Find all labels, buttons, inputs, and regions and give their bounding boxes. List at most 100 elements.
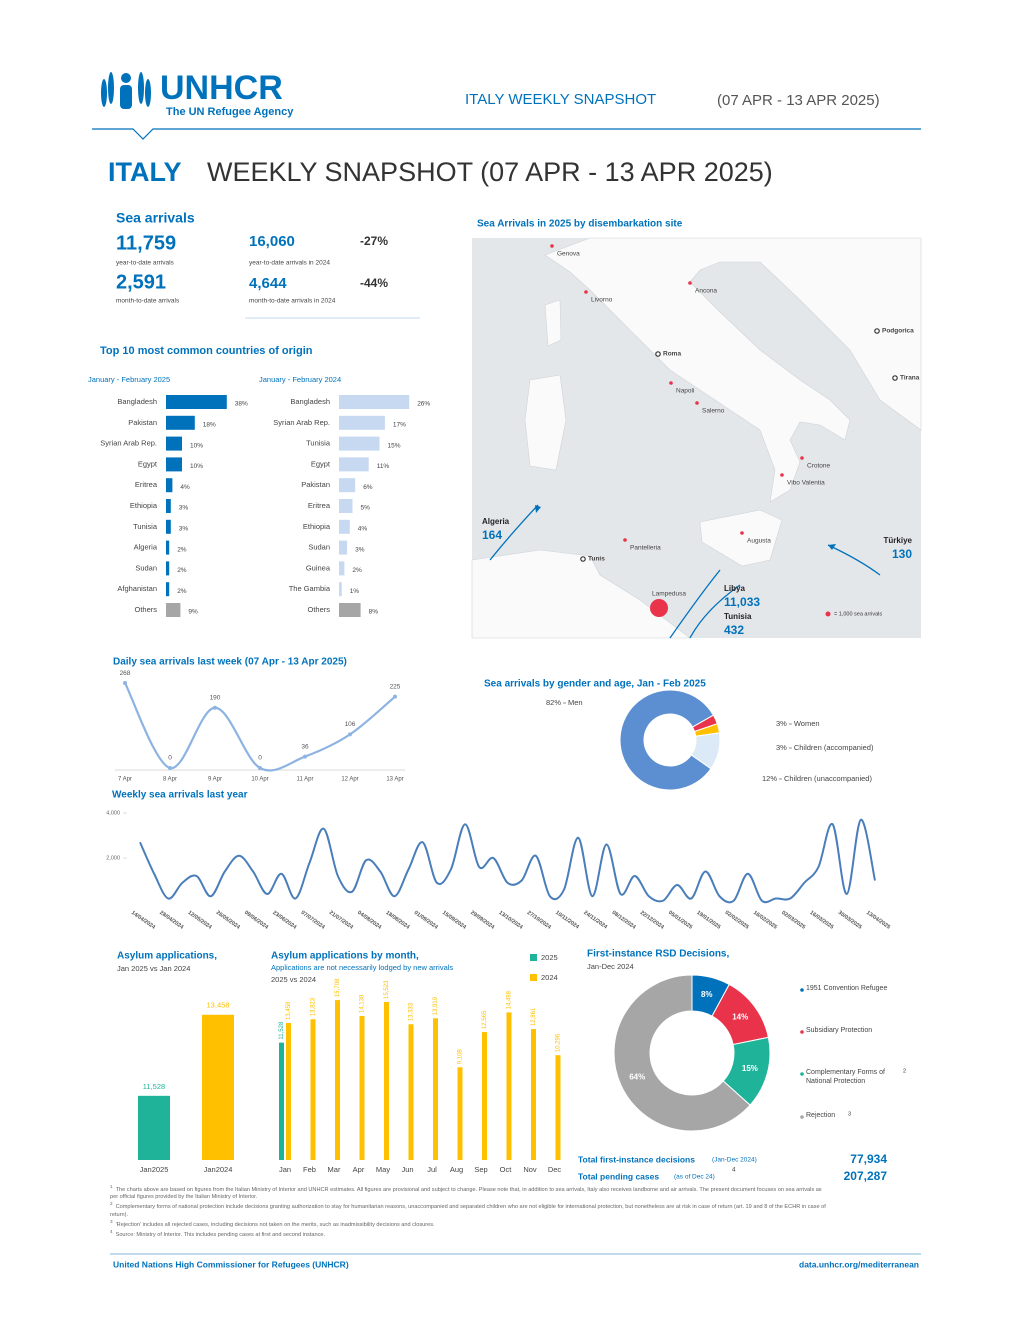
point: [168, 766, 172, 770]
value-label: 11%: [377, 463, 390, 470]
x-tick-label: 12/05/2024: [187, 910, 214, 931]
place-label: Ancona: [695, 288, 717, 295]
route-name: Algeria: [482, 517, 510, 526]
category-label: Tunisia: [306, 439, 331, 448]
bar: [166, 540, 170, 555]
x-tick-label: 08/12/2024: [611, 910, 638, 931]
kpi-value: 11,759: [116, 232, 176, 254]
chart-subtitle: Jan-Dec 2024: [587, 962, 634, 971]
x-tick-label: 18/08/2024: [384, 910, 411, 931]
point: [303, 754, 307, 759]
x-tick-label: 7 Apr: [118, 777, 132, 783]
bar: [339, 561, 345, 576]
value-label: 12,565: [482, 1010, 488, 1029]
bar: [166, 457, 182, 472]
kpi-change: -27%: [360, 234, 388, 248]
x-tick-label: Apr: [353, 1165, 365, 1174]
value-label: 4%: [180, 484, 190, 491]
point: [123, 681, 127, 686]
bar: [166, 499, 171, 513]
category-label: Egypt: [138, 459, 158, 468]
point: [258, 766, 262, 770]
x-tick-label: Dec: [548, 1165, 562, 1174]
bar: [166, 478, 173, 493]
value-label: 6%: [363, 484, 373, 491]
point: [348, 732, 352, 737]
chart-title: Weekly sea arrivals last year: [112, 790, 248, 801]
slice-label: 15%: [742, 1064, 758, 1073]
site-marker: [584, 290, 588, 294]
value-label: 2%: [177, 546, 187, 553]
category-label: Children (accompanied): [794, 743, 874, 752]
place-label: Pantelleria: [630, 545, 661, 552]
legend-marker: [825, 611, 831, 617]
kpi-label: month-to-date arrivals: [116, 298, 180, 305]
bar: [339, 457, 369, 472]
bar: [166, 415, 195, 430]
x-tick-label: 13/10/2024: [498, 910, 525, 931]
site-marker: [650, 599, 668, 617]
kpi-label: month-to-date arrivals in 2024: [249, 298, 336, 305]
value-label: 3%: [179, 505, 189, 512]
banner-dates: (07 APR - 13 APR 2025): [717, 92, 880, 109]
category-label: Others: [134, 605, 157, 614]
value-label: 5%: [361, 505, 371, 512]
bar: [506, 1012, 512, 1160]
footnote-text: 'Rejection' includes all rejected cases,…: [115, 1221, 435, 1228]
bar: [555, 1055, 561, 1160]
value-label: 3%: [776, 743, 787, 752]
place-label: Salerno: [702, 408, 725, 415]
x-tick-label: Jul: [427, 1165, 437, 1174]
bar: [166, 436, 182, 451]
footnote-marker: 3: [110, 1218, 113, 1224]
kpi-value: 2,591: [116, 271, 166, 293]
legend-marker: [800, 1072, 804, 1076]
value-label: 11,528: [143, 1082, 165, 1091]
place-label: Roma: [663, 351, 681, 358]
footnote-marker: 2: [110, 1201, 113, 1207]
capital-marker: [874, 328, 880, 334]
bar: [339, 395, 410, 409]
x-tick-label: Aug: [450, 1165, 463, 1174]
value-label: 14,498: [507, 990, 513, 1009]
kpi-change: -44%: [360, 276, 388, 290]
kpi-label: year-to-date arrivals: [116, 260, 175, 267]
footnote-marker: 4: [110, 1228, 113, 1234]
value-label: 13,823: [311, 997, 317, 1016]
x-tick-label: 07/07/2024: [300, 910, 327, 931]
x-tick-label: 09/06/2024: [243, 910, 270, 931]
bar: [339, 519, 350, 534]
x-tick-label: 13 Apr: [386, 777, 403, 783]
x-tick-label: 13/04/2025: [865, 910, 891, 931]
legend-label: Rejection: [806, 1112, 836, 1119]
bar: [339, 540, 348, 555]
value-label: 11,528: [279, 1021, 285, 1040]
legend-label: Subsidiary Protection: [806, 1027, 873, 1034]
category-label: Algeria: [134, 543, 158, 552]
capital-marker: [655, 351, 661, 357]
x-tick-label: 22/12/2024: [639, 910, 666, 931]
footnote-text: The charts above are based on figures fr…: [110, 1186, 822, 1201]
place-label: Napoli: [676, 388, 694, 395]
value-label: 9,108: [458, 1049, 464, 1065]
x-tick-label: 23/06/2024: [271, 910, 298, 931]
site-marker: [669, 381, 673, 385]
value-label: 10,296: [556, 1033, 562, 1052]
data-label: 106: [345, 721, 356, 728]
total-label: Total pending cases: [578, 1171, 659, 1181]
donut-slice: [690, 732, 721, 770]
route-name: Tunisia: [724, 612, 752, 621]
bar: [339, 603, 361, 617]
value-label: 12,861: [531, 1007, 537, 1026]
slice-label: 14%: [732, 1012, 748, 1021]
chart-title: Sea arrivals by gender and age, Jan - Fe…: [484, 679, 706, 690]
value-label: 13,458: [286, 1001, 292, 1020]
x-tick-label: Sep: [474, 1165, 487, 1174]
header-rule: [92, 128, 921, 140]
footnote-marker: 1: [110, 1184, 113, 1189]
x-tick-label: 28/04/2024: [158, 910, 185, 931]
category-label: Afghanistan: [117, 584, 157, 593]
x-tick-label: Jun: [401, 1165, 413, 1174]
value-label: 13,458: [207, 1001, 230, 1010]
